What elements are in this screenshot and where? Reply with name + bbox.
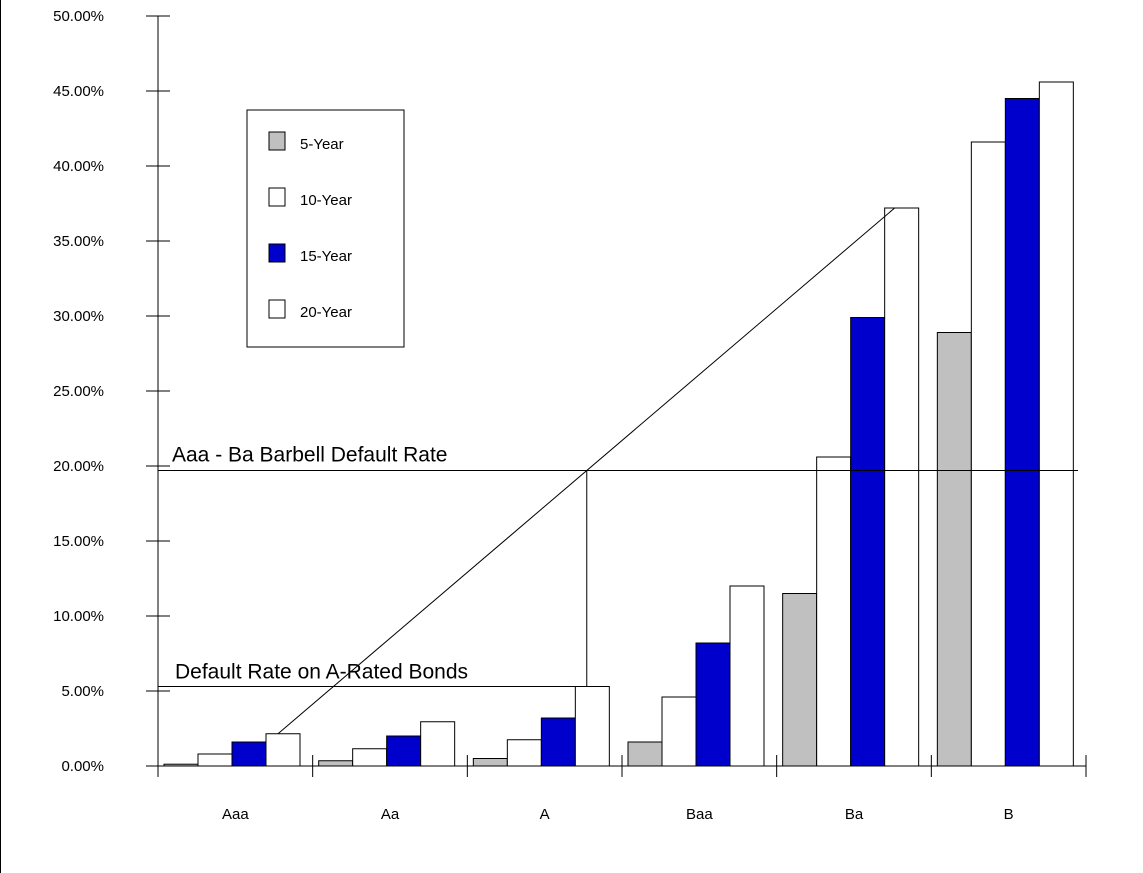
y-tick-label: 15.00% <box>53 533 104 550</box>
legend-swatch-15-year <box>268 243 286 263</box>
y-tick-label: 5.00% <box>61 683 104 700</box>
legend-label-15-year: 15-Year <box>300 248 352 265</box>
y-tick-label: 10.00% <box>53 608 104 625</box>
bar-ba-5-year <box>782 593 818 767</box>
bar-b-20-year <box>1038 81 1074 767</box>
legend-label-10-year: 10-Year <box>300 192 352 209</box>
legend-swatch-20-year <box>268 299 286 319</box>
legend-swatch-5-year <box>268 131 286 151</box>
y-tick-label: 0.00% <box>61 758 104 775</box>
bar-baa-10-year <box>661 696 697 767</box>
y-tick-label: 45.00% <box>53 83 104 100</box>
bar-baa-5-year <box>627 741 663 767</box>
legend-label-20-year: 20-Year <box>300 304 352 321</box>
y-tick-label: 20.00% <box>53 458 104 475</box>
bar-aa-5-year <box>318 760 354 767</box>
x-tick-label: B <box>1004 806 1014 823</box>
bar-baa-20-year <box>729 585 765 767</box>
y-tick-label: 35.00% <box>53 233 104 250</box>
bar-ba-10-year <box>816 456 852 767</box>
y-tick-label: 40.00% <box>53 158 104 175</box>
legend-label-5-year: 5-Year <box>300 136 344 153</box>
axis-layer: 0.00% 5.00% 10.00% 15.00% 20.00% 25.00% 30.00%… <box>0 0 1087 873</box>
a-rated-rate-label: Default Rate on A-Rated Bonds <box>175 661 468 684</box>
legend-swatch-10-year <box>268 187 286 207</box>
bar-aaa-20-year <box>265 733 301 767</box>
bar-aa-20-year <box>420 721 456 767</box>
x-tick-label: Ba <box>845 806 864 823</box>
bar-a-5-year <box>472 758 508 767</box>
bar-aa-15-year <box>386 735 422 767</box>
bar-b-10-year <box>970 141 1006 767</box>
y-tick-label: 50.00% <box>53 8 104 25</box>
bar-a-20-year <box>574 686 610 767</box>
bar-a-15-year <box>540 717 576 767</box>
bar-aaa-10-year <box>197 753 233 767</box>
bars-layer <box>163 81 1074 767</box>
legend: 5-Year 10-Year 15-Year 20-Year <box>246 109 405 348</box>
annotation-layer: Aaa - Ba Barbell Default Rate Default Rat… <box>158 207 1078 735</box>
bar-ba-15-year <box>850 317 886 767</box>
y-tick-label: 30.00% <box>53 308 104 325</box>
x-tick-label: Aa <box>381 806 400 823</box>
x-tick-label: Baa <box>686 806 713 823</box>
bar-b-15-year <box>1004 98 1040 767</box>
barbell-rate-label: Aaa - Ba Barbell Default Rate <box>172 444 447 467</box>
bar-ba-20-year <box>884 207 920 767</box>
bar-aa-10-year <box>352 748 388 767</box>
bar-a-10-year <box>506 739 542 767</box>
y-tick-label: 25.00% <box>53 383 104 400</box>
bar-aaa-15-year <box>231 741 267 767</box>
bar-b-5-year <box>936 332 972 767</box>
x-tick-label: A <box>540 806 550 823</box>
bar-baa-15-year <box>695 642 731 767</box>
x-tick-label: Aaa <box>222 806 249 823</box>
